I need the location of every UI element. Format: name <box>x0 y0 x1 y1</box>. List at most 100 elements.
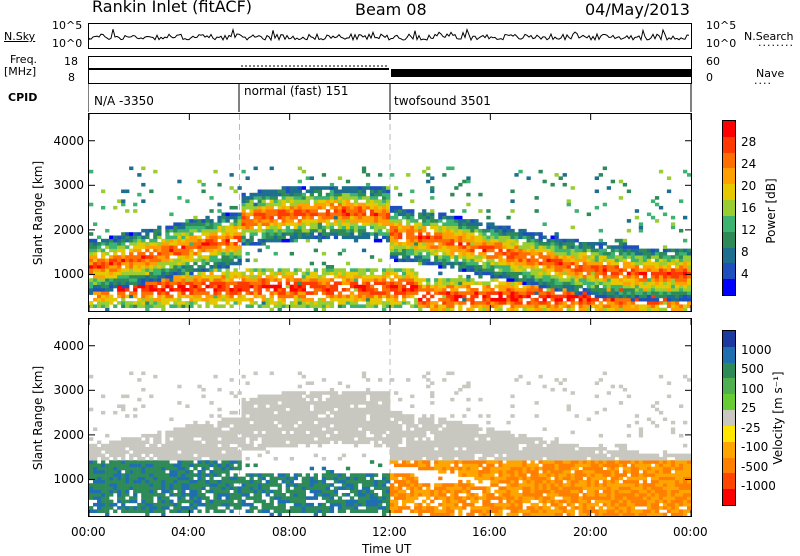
power-cell <box>563 249 567 253</box>
power-cell <box>217 275 221 279</box>
power-cell <box>543 275 547 279</box>
power-cell <box>262 190 266 194</box>
velocity-cell <box>145 477 149 481</box>
velocity-cell <box>129 506 133 510</box>
power-cell <box>591 242 595 246</box>
power-cell <box>422 285 426 289</box>
power-cell <box>555 239 559 243</box>
velocity-cell <box>334 418 338 422</box>
power-cell <box>141 259 145 263</box>
power-cell <box>294 301 298 305</box>
velocity-cell <box>314 411 318 415</box>
velocity-cell <box>169 450 173 454</box>
power-cell <box>667 278 671 282</box>
power-cell <box>647 298 651 302</box>
velocity-cell <box>205 434 209 438</box>
velocity-cell <box>141 460 145 464</box>
velocity-cell <box>89 447 93 451</box>
power-cell <box>145 265 149 269</box>
power-cell <box>635 304 639 308</box>
power-cell <box>510 285 514 289</box>
power-cell <box>226 229 230 233</box>
velocity-cell <box>242 421 246 425</box>
velocity-cell <box>145 483 149 487</box>
power-cell <box>611 308 615 311</box>
power-cell <box>221 232 225 236</box>
velocity-cell <box>330 401 334 405</box>
power-cell <box>531 281 535 285</box>
velocity-cell <box>165 464 169 468</box>
power-cell <box>306 176 310 180</box>
power-cell <box>258 190 262 194</box>
power-cell <box>242 229 246 233</box>
power-cell <box>153 229 157 233</box>
velocity-cell <box>189 437 193 441</box>
power-cell <box>378 216 382 220</box>
power-cell <box>93 249 97 253</box>
velocity-cell <box>238 450 242 454</box>
power-cell <box>454 219 458 223</box>
power-cell <box>655 219 659 223</box>
velocity-cell <box>306 441 310 445</box>
velocity-cell <box>254 473 258 477</box>
velocity-cell <box>226 454 230 458</box>
power-cell <box>145 232 149 236</box>
power-cell <box>290 295 294 299</box>
power-cell <box>274 213 278 217</box>
velocity-cell <box>97 493 101 497</box>
velocity-cell <box>173 467 177 471</box>
power-cell <box>113 259 117 263</box>
power-cell <box>486 272 490 276</box>
power-cell <box>133 285 137 289</box>
power-cell <box>209 301 213 305</box>
power-cell <box>234 216 238 220</box>
power-cell <box>671 301 675 305</box>
power-cell <box>486 265 490 269</box>
power-cell <box>238 236 242 240</box>
velocity-cell <box>254 418 258 422</box>
velocity-cell <box>133 447 137 451</box>
power-cell <box>205 262 209 266</box>
power-cell <box>278 304 282 308</box>
power-cell <box>575 245 579 249</box>
power-cell <box>378 281 382 285</box>
power-cell <box>458 222 462 226</box>
velocity-cell <box>242 437 246 441</box>
power-cell <box>595 265 599 269</box>
power-cell <box>226 288 230 292</box>
velocity-cell <box>290 404 294 408</box>
velocity-cell <box>117 480 121 484</box>
velocity-cell <box>226 506 230 510</box>
velocity-cell <box>105 434 109 438</box>
power-cell <box>486 298 490 302</box>
velocity-cell <box>209 477 213 481</box>
velocity-cell <box>161 470 165 474</box>
velocity-cell <box>326 470 330 474</box>
velocity-cell <box>157 460 161 464</box>
velocity-cell <box>189 454 193 458</box>
velocity-cell <box>230 418 234 422</box>
power-cell <box>354 298 358 302</box>
velocity-cell <box>161 464 165 468</box>
velocity-cell <box>310 398 314 402</box>
velocity-cell <box>189 464 193 468</box>
power-cell <box>683 216 687 220</box>
velocity-cell <box>282 424 286 428</box>
power-cell <box>402 259 406 263</box>
power-cell <box>655 259 659 263</box>
power-cell <box>382 193 386 197</box>
power-cell <box>153 242 157 246</box>
power-cell <box>137 245 141 249</box>
power-cell <box>394 219 398 223</box>
power-cell <box>659 265 663 269</box>
velocity-cell <box>290 408 294 412</box>
power-cell <box>535 196 539 200</box>
power-cell <box>422 229 426 233</box>
power-cell <box>342 199 346 203</box>
velocity-cell <box>322 391 326 395</box>
velocity-cell <box>125 460 129 464</box>
power-cell <box>322 186 326 190</box>
power-cell <box>382 206 386 210</box>
velocity-cell <box>306 421 310 425</box>
power-cell <box>442 259 446 263</box>
